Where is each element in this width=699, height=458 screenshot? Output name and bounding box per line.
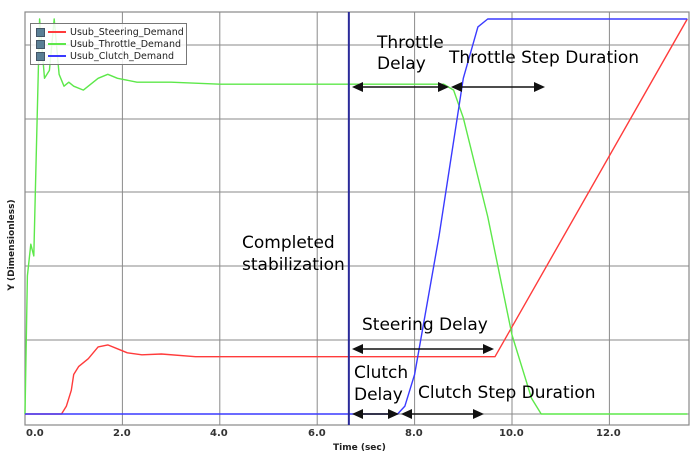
legend-label: Usub_Steering_Demand <box>70 26 184 38</box>
annotation-throttle-delay: Throttle Delay <box>377 33 444 74</box>
legend: Usub_Steering_Demand Usub_Throttle_Deman… <box>30 23 187 65</box>
x-tick: 8.0 <box>405 428 423 439</box>
annotation-completed: Completed stabilization <box>242 233 345 275</box>
arrowhead-icon <box>352 409 363 419</box>
annotation-clutch-delay: Clutch Delay <box>354 363 409 405</box>
x-axis-label: Time (sec) <box>333 443 386 453</box>
series-line <box>24 18 688 415</box>
plot-frame <box>24 11 690 426</box>
x-tick: 6.0 <box>308 428 326 439</box>
swatch-icon <box>48 31 66 33</box>
annotation-arrows <box>352 82 545 419</box>
checkbox-icon[interactable] <box>36 27 45 37</box>
arrowhead-icon <box>388 409 399 419</box>
series-line <box>25 18 688 415</box>
x-tick: 12.0 <box>596 428 621 439</box>
arrowhead-icon <box>534 82 545 92</box>
arrowhead-icon <box>438 82 449 92</box>
x-tick: 4.0 <box>210 428 228 439</box>
legend-item-throttle[interactable]: Usub_Throttle_Demand <box>36 38 181 50</box>
series-line <box>25 18 688 415</box>
y-axis-label: Y (Dimensionless) <box>7 199 17 291</box>
arrowhead-icon <box>473 409 484 419</box>
checkbox-icon[interactable] <box>36 39 45 49</box>
arrowhead-icon <box>483 344 494 354</box>
annotation-steering-delay: Steering Delay <box>362 315 488 335</box>
annotation-throttle-step: Throttle Step Duration <box>449 48 640 68</box>
arrowhead-icon <box>352 344 363 354</box>
x-tick: 10.0 <box>499 428 524 439</box>
legend-label: Usub_Throttle_Demand <box>70 38 182 50</box>
legend-item-steering[interactable]: Usub_Steering_Demand <box>36 26 184 38</box>
arrowhead-icon <box>451 82 462 92</box>
arrowhead-icon <box>401 409 412 419</box>
annotation-clutch-step: Clutch Step Duration <box>418 383 596 403</box>
swatch-icon <box>48 55 66 57</box>
x-tick: 0.0 <box>26 428 44 439</box>
legend-label: Usub_Clutch_Demand <box>70 50 175 62</box>
arrowhead-icon <box>352 82 363 92</box>
checkbox-icon[interactable] <box>36 51 45 61</box>
x-tick: 2.0 <box>113 428 131 439</box>
legend-item-clutch[interactable]: Usub_Clutch_Demand <box>36 50 174 62</box>
swatch-icon <box>48 43 66 45</box>
